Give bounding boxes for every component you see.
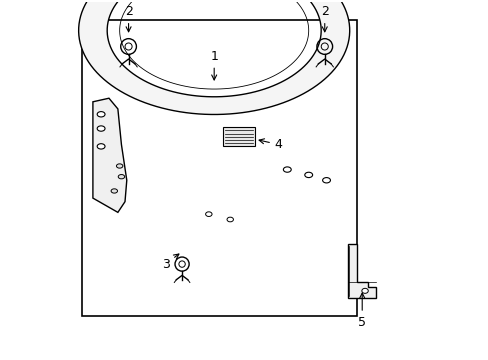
Ellipse shape bbox=[361, 288, 367, 293]
Text: 2: 2 bbox=[320, 5, 328, 32]
Text: 3: 3 bbox=[162, 254, 179, 271]
Ellipse shape bbox=[283, 167, 291, 172]
Ellipse shape bbox=[118, 175, 124, 179]
Polygon shape bbox=[347, 244, 376, 298]
Text: 4: 4 bbox=[259, 138, 282, 151]
Text: 5: 5 bbox=[358, 293, 366, 329]
Polygon shape bbox=[79, 0, 349, 114]
Ellipse shape bbox=[116, 164, 122, 168]
Ellipse shape bbox=[111, 189, 117, 193]
Ellipse shape bbox=[97, 126, 105, 131]
Polygon shape bbox=[93, 98, 126, 212]
Ellipse shape bbox=[205, 212, 212, 216]
Bar bbox=[223, 127, 255, 147]
Text: 2: 2 bbox=[124, 5, 132, 32]
Ellipse shape bbox=[97, 144, 105, 149]
Text: 1: 1 bbox=[210, 50, 218, 80]
Bar bbox=[82, 20, 356, 316]
Ellipse shape bbox=[226, 217, 233, 222]
Ellipse shape bbox=[322, 177, 330, 183]
Ellipse shape bbox=[97, 112, 105, 117]
Ellipse shape bbox=[304, 172, 312, 177]
